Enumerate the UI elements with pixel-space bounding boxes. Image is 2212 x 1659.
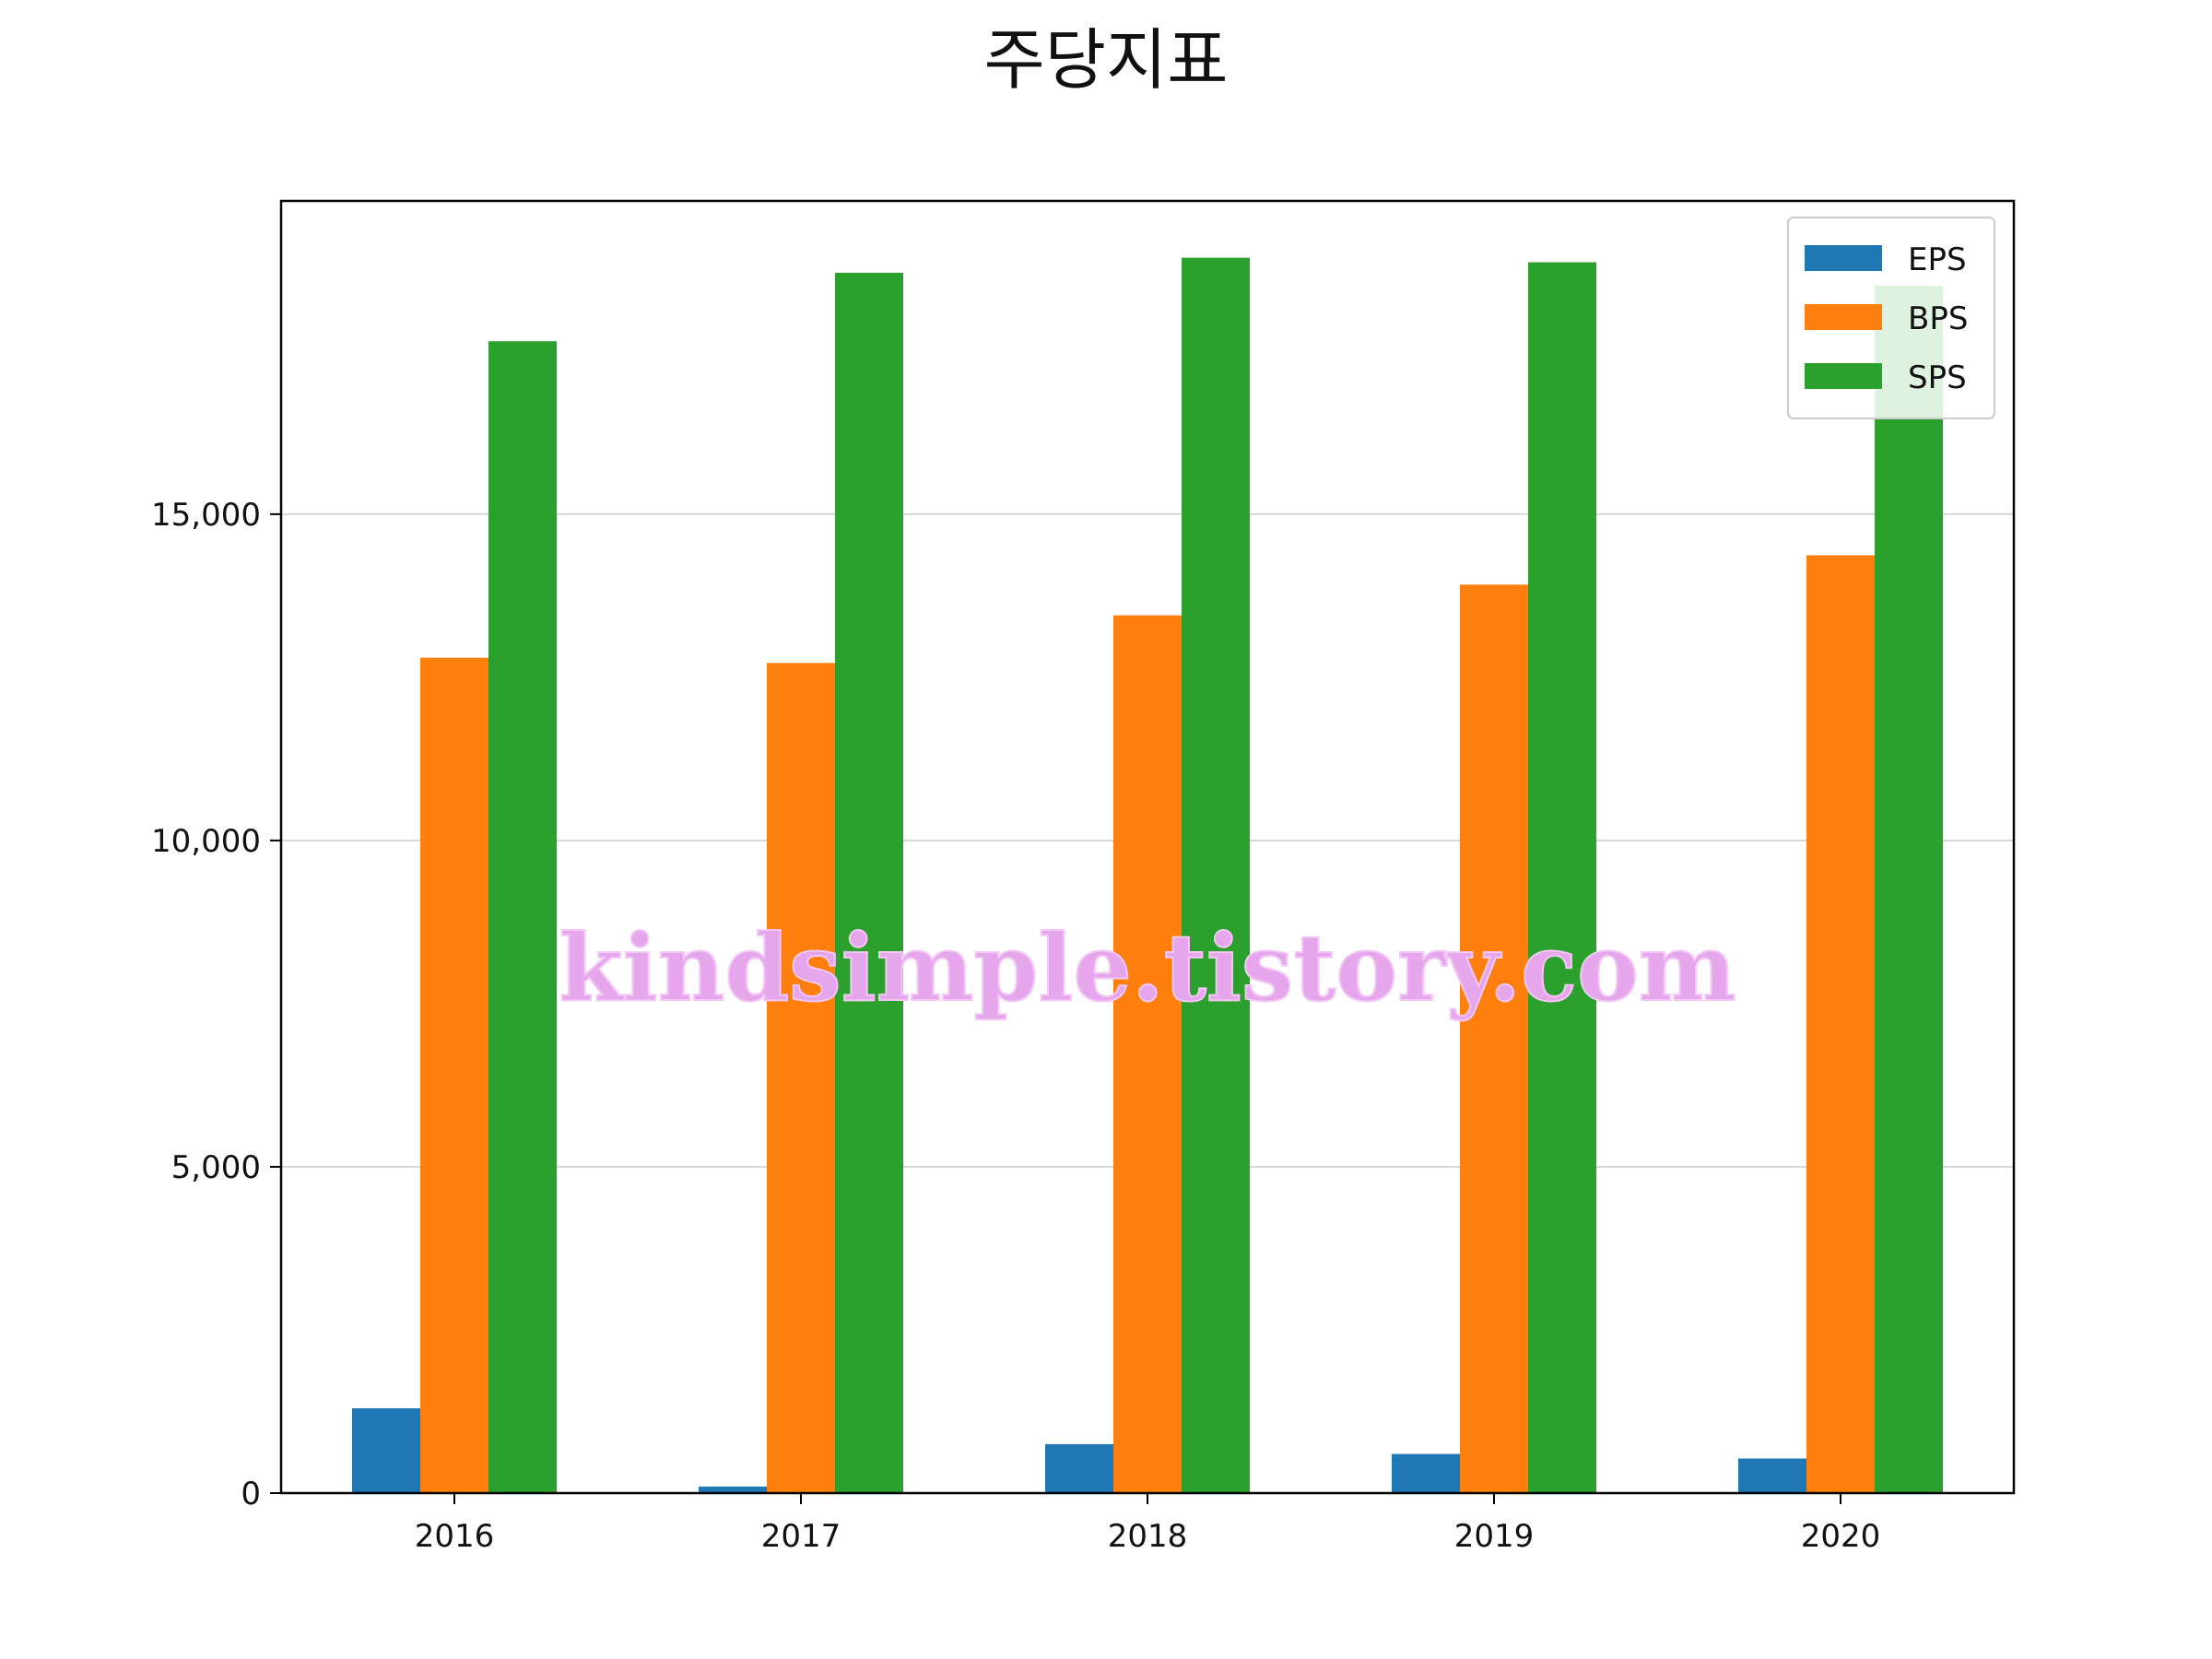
x-axis: 2016 2017 2018 2019 2020 xyxy=(415,1493,1881,1555)
bars xyxy=(352,257,1943,1494)
bar-bps-2019 xyxy=(1460,584,1528,1493)
bar-bps-2016 xyxy=(420,657,488,1493)
bar-sps-2018 xyxy=(1182,257,1250,1493)
chart-title: 주당지표 xyxy=(984,21,1229,99)
y-tick-label: 10,000 xyxy=(151,823,261,860)
bar-eps-2020 xyxy=(1738,1458,1806,1493)
legend-swatch-bps xyxy=(1805,304,1882,330)
bar-sps-2016 xyxy=(488,341,557,1494)
bar-sps-2019 xyxy=(1528,262,1596,1494)
watermark-text: kindsimple.tistory.com xyxy=(559,913,1735,1022)
x-tick-label: 2016 xyxy=(415,1518,495,1555)
y-tick-label: 15,000 xyxy=(151,497,261,534)
y-tick-label: 0 xyxy=(241,1476,261,1512)
bar-eps-2017 xyxy=(699,1486,767,1493)
bar-eps-2016 xyxy=(352,1407,420,1493)
bar-bps-2020 xyxy=(1806,555,1875,1493)
legend: EPS BPS SPS xyxy=(1787,217,1995,419)
x-tick-label: 2019 xyxy=(1454,1518,1535,1555)
bar-eps-2019 xyxy=(1392,1453,1460,1493)
legend-swatch-eps xyxy=(1805,245,1882,271)
y-tick-label: 5,000 xyxy=(171,1149,261,1186)
bar-sps-2017 xyxy=(835,272,903,1493)
x-tick-label: 2020 xyxy=(1801,1518,1881,1555)
legend-label-sps: SPS xyxy=(1908,359,1967,396)
x-tick-label: 2018 xyxy=(1108,1518,1188,1555)
x-tick-label: 2017 xyxy=(761,1518,841,1555)
bar-sps-2020 xyxy=(1875,286,1943,1493)
legend-label-bps: BPS xyxy=(1908,300,1968,337)
bar-bps-2017 xyxy=(767,663,835,1493)
legend-swatch-sps xyxy=(1805,363,1882,389)
bar-bps-2018 xyxy=(1113,615,1182,1493)
y-axis: 0 5,000 10,000 15,000 xyxy=(151,497,281,1512)
legend-label-eps: EPS xyxy=(1908,241,1967,278)
bar-eps-2018 xyxy=(1045,1443,1113,1493)
